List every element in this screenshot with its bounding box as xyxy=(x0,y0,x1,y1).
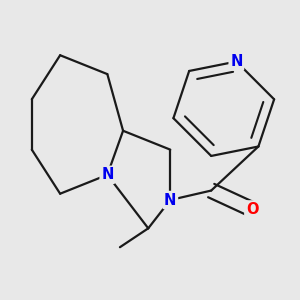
Text: O: O xyxy=(246,202,258,217)
Text: N: N xyxy=(230,54,243,69)
Text: N: N xyxy=(101,167,113,182)
Text: N: N xyxy=(164,193,176,208)
